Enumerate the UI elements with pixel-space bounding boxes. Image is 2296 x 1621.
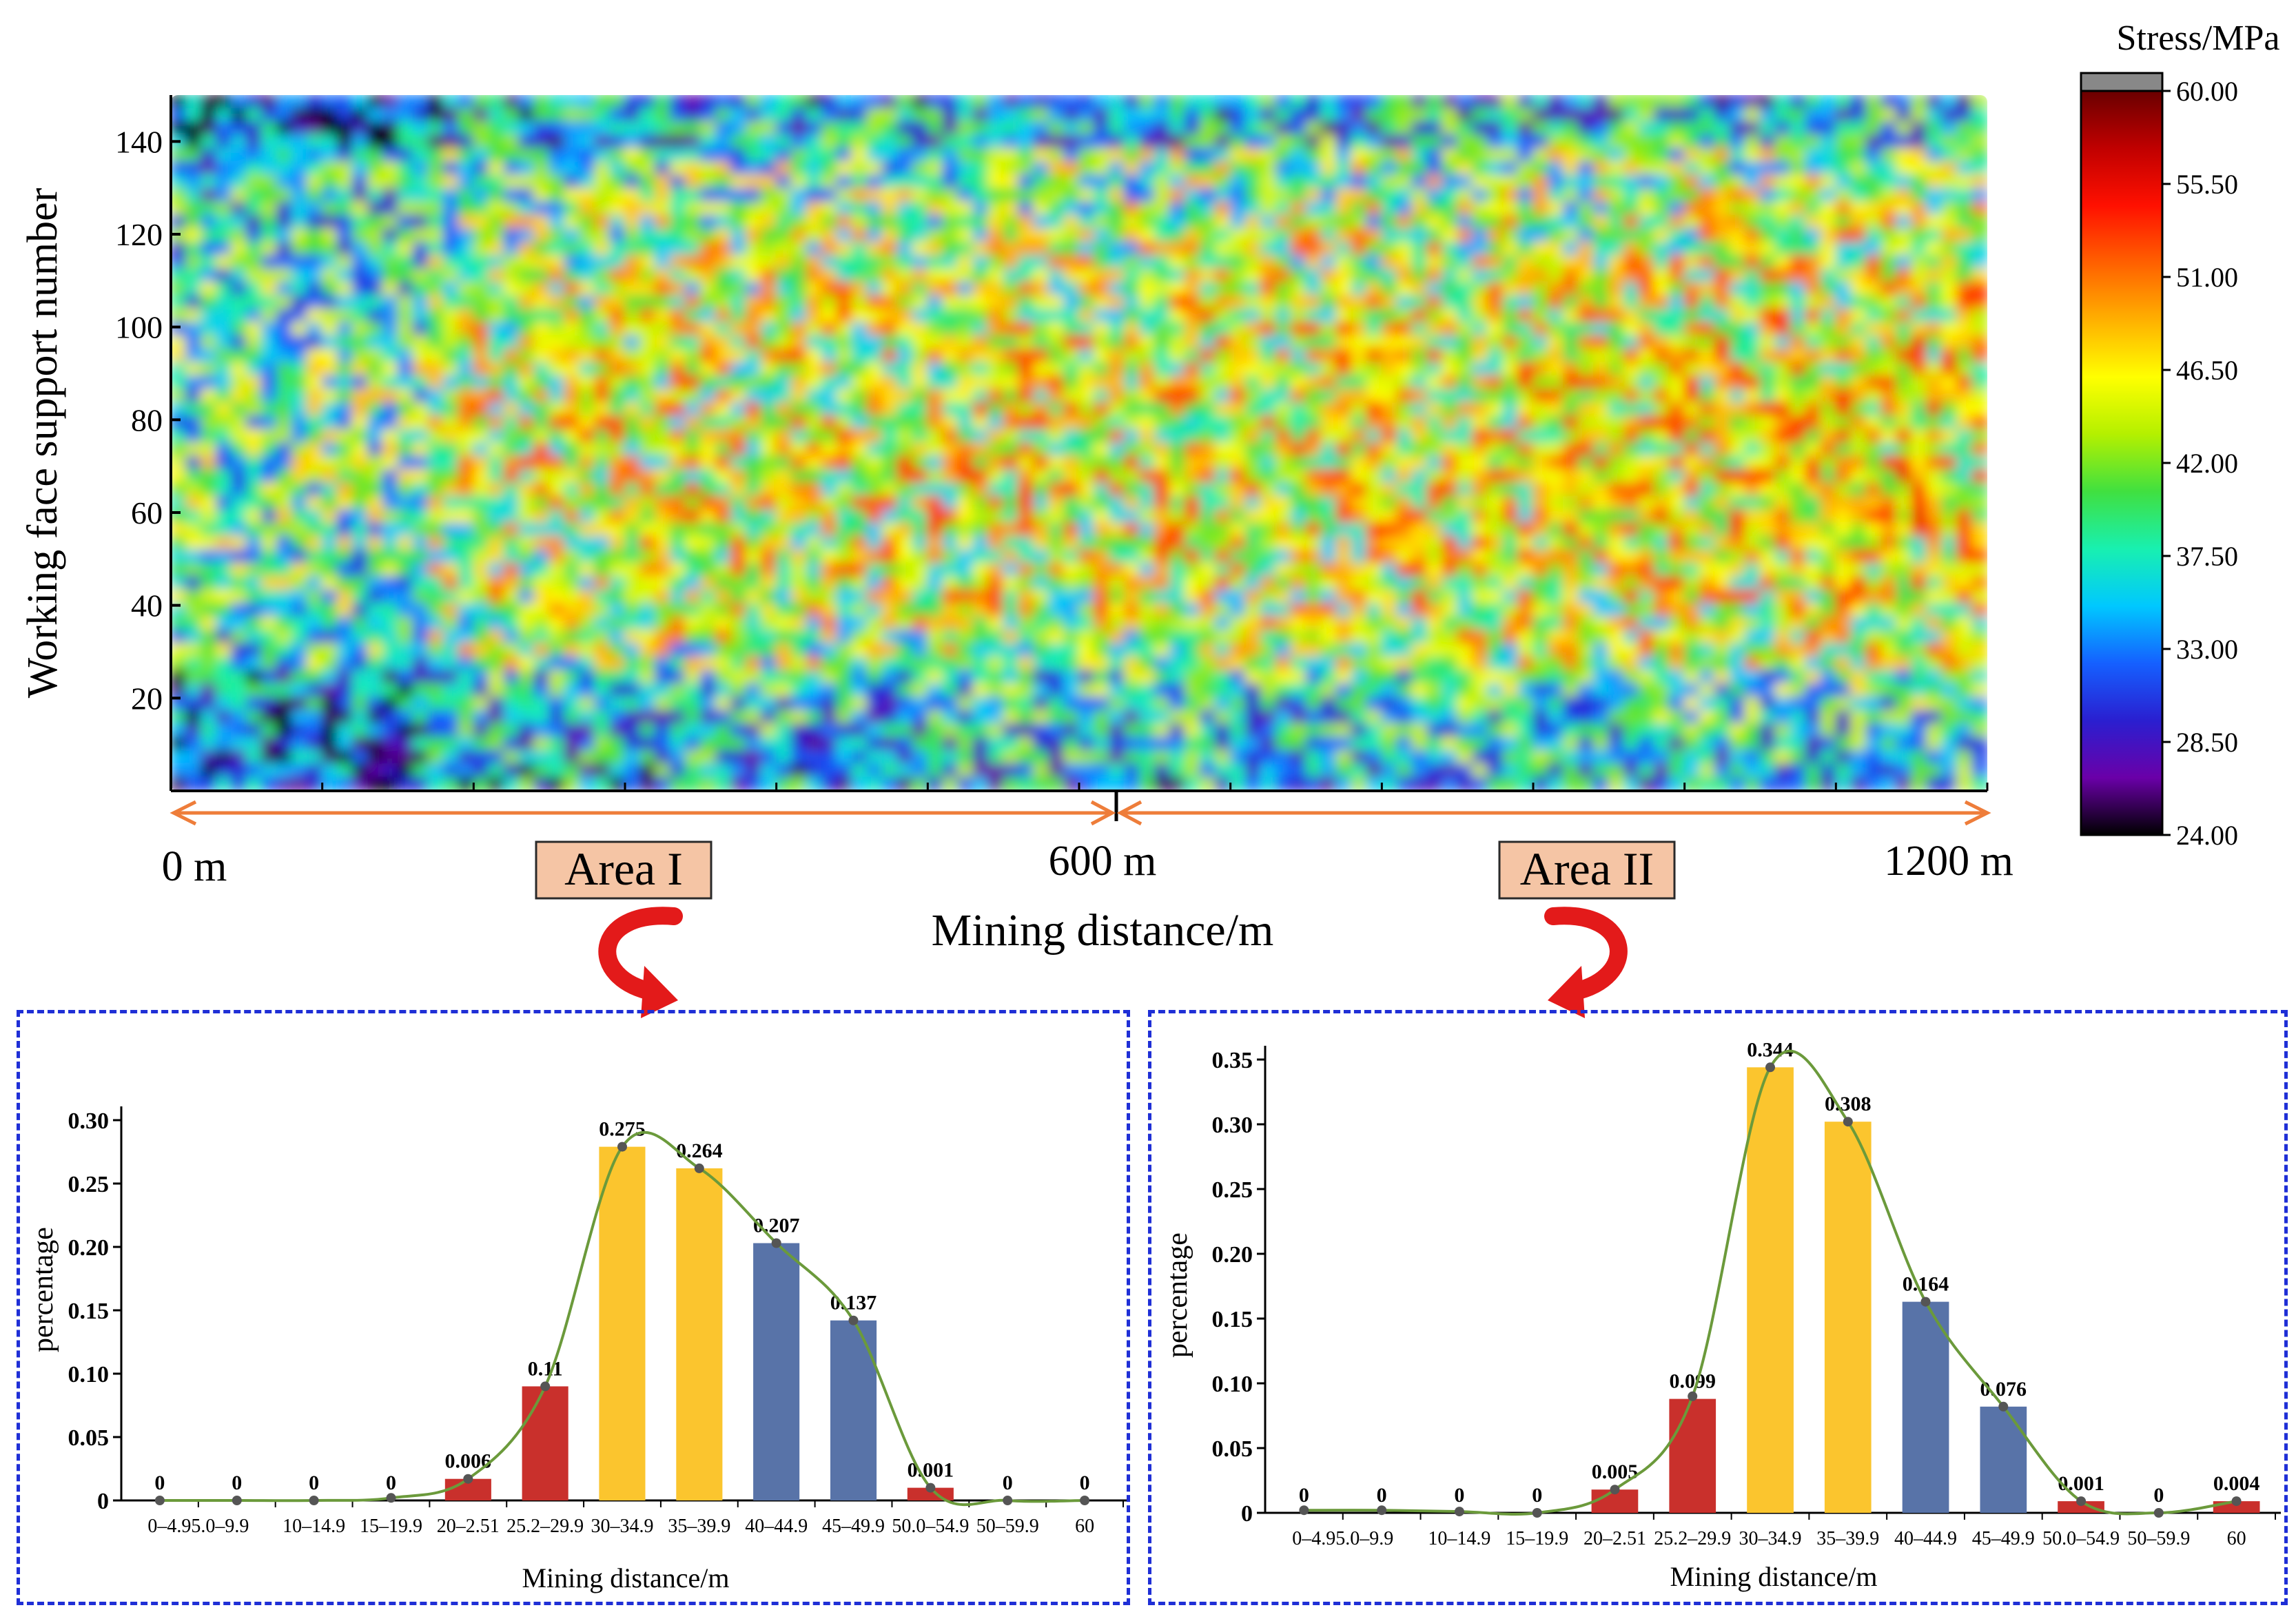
heatmap-panel: 20 40 60 80 100 120 140 Working face support n… [19, 94, 2013, 1018]
colorbar-tick-label: 28.50 [2176, 727, 2238, 758]
area-two-label: Area II [1520, 843, 1654, 895]
heatmap-y-tick-label: 120 [115, 217, 163, 252]
area-two-curl-arrow [1548, 916, 1619, 1018]
x-tick-600m: 600 m [1049, 838, 1157, 885]
colorbar-tick-label: 51.00 [2176, 262, 2238, 293]
colorbar-tick-label: 46.50 [2176, 355, 2238, 386]
heatmap-y-tick-label: 100 [115, 310, 163, 345]
area-one-label: Area I [564, 843, 683, 895]
heatmap-y-tick-label: 80 [131, 402, 163, 437]
colorbar-tick-label: 42.00 [2176, 448, 2238, 479]
colorbar-tick-label: 33.00 [2176, 634, 2238, 665]
heatmap-y-tick-label: 40 [131, 588, 163, 623]
area-one-curl-arrow [607, 916, 678, 1018]
heatmap-y-label: Working face support number [19, 187, 66, 698]
colorbar-title: Stress/MPa [2117, 19, 2280, 58]
heatmap-y-tick-label: 20 [131, 681, 163, 716]
colorbar-overflow-cap [2081, 73, 2162, 91]
colorbar-tick-label: 60.00 [2176, 76, 2238, 107]
colorbar-tick-label: 24.00 [2176, 820, 2238, 851]
range-arrows [174, 792, 1987, 824]
area-one-histogram-frame [17, 1010, 1130, 1605]
area-two-histogram-frame [1148, 1010, 2288, 1605]
heatmap-texture [170, 94, 1988, 792]
colorbar-tick-label: 55.50 [2176, 169, 2238, 200]
heatmap-y-tick-label: 60 [131, 495, 163, 530]
colorbar-scale [2081, 91, 2162, 835]
heatmap-y-tick-label: 140 [115, 124, 163, 159]
x-tick-1200m: 1200 m [1884, 838, 2013, 885]
colorbar-ticks: 60.00 55.50 51.00 46.50 42.00 37.50 33.00 28.50… [2162, 76, 2238, 851]
colorbar: Stress/MPa 60.00 55.50 51.00 46.50 42.00 37.5… [2081, 19, 2279, 851]
stress-heatmap [170, 94, 1988, 792]
heatmap-x-label: Mining distance/m [932, 905, 1274, 956]
x-tick-0m: 0 m [162, 843, 227, 890]
colorbar-tick-label: 37.50 [2176, 541, 2238, 572]
